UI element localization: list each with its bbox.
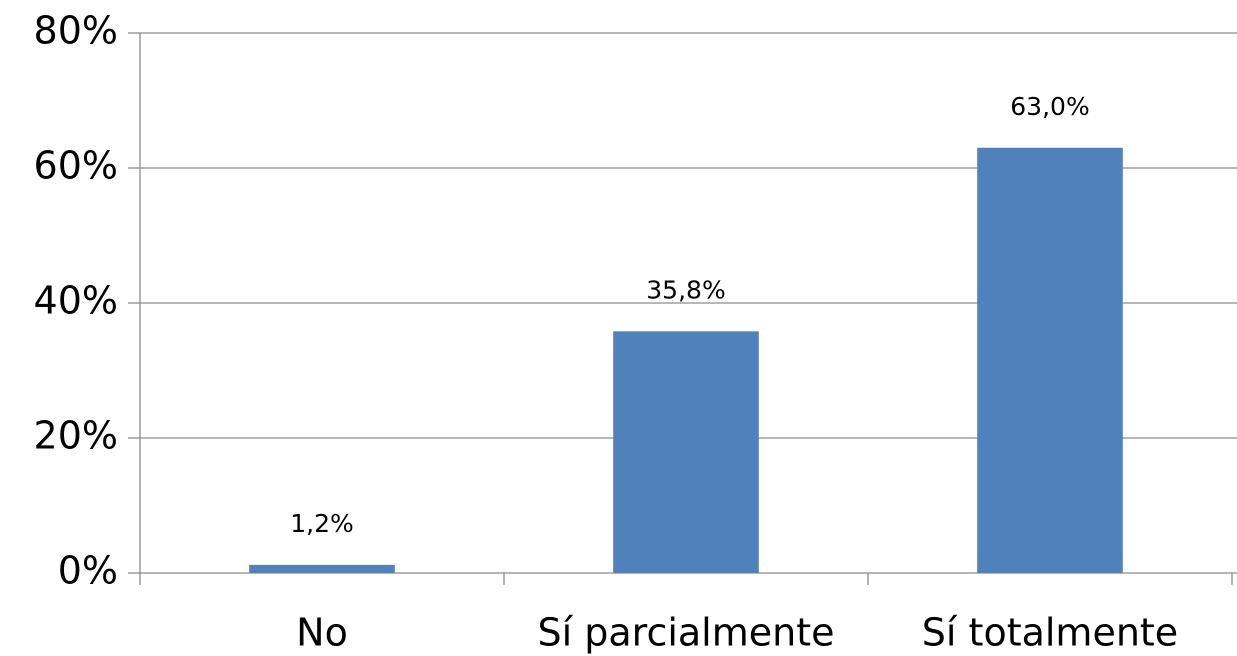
value-label: 63,0%: [1010, 92, 1089, 121]
y-tick-label: 60%: [34, 144, 118, 188]
y-tick-label: 20%: [34, 414, 118, 458]
bar: [613, 331, 759, 573]
value-label: 35,8%: [646, 275, 725, 304]
y-tick-label: 80%: [34, 9, 118, 53]
y-tick-label: 0%: [58, 549, 118, 593]
x-tick-label: Sí totalmente: [922, 611, 1178, 655]
x-tick-label: No: [296, 611, 348, 655]
bar: [977, 147, 1123, 573]
y-tick-label: 40%: [34, 279, 118, 323]
x-tick-label: Sí parcialmente: [537, 611, 834, 655]
value-label: 1,2%: [290, 509, 354, 538]
bar: [249, 564, 395, 573]
